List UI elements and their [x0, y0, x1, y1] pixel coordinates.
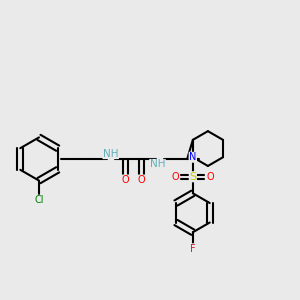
Text: O: O	[121, 175, 129, 185]
Text: S: S	[189, 172, 197, 182]
Text: Cl: Cl	[34, 195, 44, 205]
Text: NH: NH	[150, 159, 165, 170]
Text: F: F	[190, 244, 196, 254]
Text: NH: NH	[103, 148, 118, 159]
Text: O: O	[172, 172, 179, 182]
Text: O: O	[206, 172, 214, 182]
Text: N: N	[189, 152, 196, 162]
Text: O: O	[138, 175, 146, 185]
